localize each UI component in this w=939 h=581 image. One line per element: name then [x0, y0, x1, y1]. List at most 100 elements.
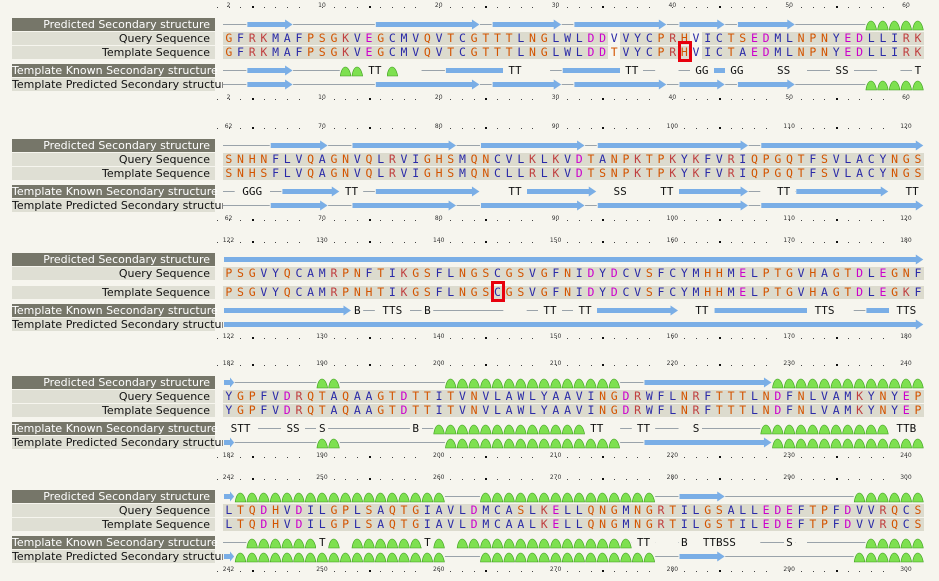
residue[interactable]: A	[552, 403, 560, 417]
residue[interactable]: F	[657, 285, 665, 299]
residue[interactable]: S	[225, 166, 233, 180]
residue[interactable]: L	[575, 31, 583, 45]
residue[interactable]: D	[400, 389, 408, 403]
residue[interactable]: H	[680, 45, 688, 59]
residue[interactable]: T	[610, 45, 618, 59]
residue[interactable]: R	[902, 31, 910, 45]
residue[interactable]: P	[762, 166, 770, 180]
residue[interactable]: L	[575, 45, 583, 59]
residue[interactable]: T	[774, 285, 782, 299]
residue[interactable]: T	[482, 45, 490, 59]
residue[interactable]: V	[692, 45, 700, 59]
residue[interactable]: N	[599, 517, 607, 531]
residue[interactable]: C	[867, 166, 875, 180]
residue[interactable]: G	[610, 403, 618, 417]
residue[interactable]: D	[295, 517, 303, 531]
residue[interactable]: H	[809, 285, 817, 299]
residue[interactable]: R	[529, 166, 536, 180]
residue[interactable]: V	[482, 389, 490, 403]
residue[interactable]: F	[365, 266, 373, 280]
residue[interactable]: G	[785, 285, 793, 299]
residue[interactable]: L	[750, 517, 758, 531]
residue[interactable]: M	[727, 285, 735, 299]
residue[interactable]: I	[587, 403, 595, 417]
residue[interactable]: I	[704, 31, 712, 45]
residue[interactable]: D	[283, 403, 291, 417]
residue[interactable]: G	[832, 285, 840, 299]
residue[interactable]: R	[634, 389, 642, 403]
residue[interactable]: Q	[423, 45, 431, 59]
residue[interactable]: S	[447, 152, 455, 166]
residue[interactable]: R	[330, 285, 338, 299]
residue[interactable]: N	[680, 403, 688, 417]
residue[interactable]: G	[330, 152, 338, 166]
residue[interactable]: D	[774, 403, 782, 417]
residue[interactable]: M	[482, 517, 490, 531]
residue[interactable]: K	[540, 517, 548, 531]
residue[interactable]: L	[750, 389, 758, 403]
residue[interactable]: A	[330, 403, 338, 417]
residue[interactable]: C	[622, 266, 630, 280]
residue[interactable]: A	[832, 403, 840, 417]
residue[interactable]: D	[856, 31, 864, 45]
residue[interactable]: L	[493, 389, 501, 403]
residue[interactable]: K	[914, 45, 922, 59]
residue[interactable]: Y	[832, 45, 840, 59]
residue[interactable]: S	[821, 152, 828, 166]
residue[interactable]: T	[809, 517, 817, 531]
residue[interactable]: A	[832, 389, 840, 403]
residue[interactable]: L	[564, 517, 572, 531]
residue[interactable]: S	[645, 266, 653, 280]
residue[interactable]: F	[260, 389, 268, 403]
residue[interactable]: E	[844, 45, 852, 59]
residue[interactable]: G	[330, 517, 338, 531]
residue[interactable]: M	[692, 285, 700, 299]
residue[interactable]: P	[762, 285, 770, 299]
residue[interactable]: D	[762, 45, 770, 59]
residue[interactable]: Y	[867, 389, 875, 403]
residue[interactable]: L	[575, 517, 583, 531]
residue[interactable]: L	[879, 45, 887, 59]
residue[interactable]: Y	[540, 389, 548, 403]
residue[interactable]: D	[587, 285, 595, 299]
residue[interactable]: Q	[891, 517, 899, 531]
residue[interactable]: L	[505, 166, 513, 180]
residue[interactable]: M	[318, 266, 326, 280]
residue[interactable]: M	[622, 503, 630, 517]
residue[interactable]: I	[435, 403, 443, 417]
residue[interactable]: D	[762, 31, 770, 45]
residue[interactable]: E	[750, 45, 758, 59]
residue[interactable]: A	[505, 389, 513, 403]
residue[interactable]: S	[482, 266, 490, 280]
residue[interactable]: L	[529, 517, 536, 531]
residue[interactable]: L	[750, 266, 758, 280]
residue[interactable]: G	[891, 285, 899, 299]
residue[interactable]: D	[856, 285, 864, 299]
residue[interactable]: L	[867, 285, 875, 299]
residue[interactable]: T	[774, 266, 782, 280]
residue[interactable]: R	[692, 403, 700, 417]
residue[interactable]: F	[785, 389, 793, 403]
residue[interactable]: Y	[680, 166, 688, 180]
residue[interactable]: G	[785, 266, 793, 280]
residue[interactable]: T	[447, 389, 455, 403]
residue[interactable]: G	[610, 503, 618, 517]
residue[interactable]: D	[774, 503, 782, 517]
residue[interactable]: W	[517, 403, 525, 417]
residue[interactable]: M	[844, 403, 852, 417]
residue[interactable]: Q	[307, 152, 315, 166]
residue[interactable]: D	[610, 285, 618, 299]
residue[interactable]: G	[774, 152, 782, 166]
residue[interactable]: M	[272, 45, 280, 59]
residue[interactable]: P	[248, 403, 256, 417]
residue[interactable]: K	[552, 166, 560, 180]
residue[interactable]: Q	[785, 152, 793, 166]
residue[interactable]: C	[715, 31, 723, 45]
residue[interactable]: G	[237, 389, 244, 403]
residue[interactable]: L	[517, 31, 525, 45]
residue[interactable]: L	[879, 31, 887, 45]
residue[interactable]: A	[353, 389, 361, 403]
residue[interactable]: C	[645, 31, 653, 45]
residue[interactable]: N	[599, 389, 607, 403]
residue[interactable]: N	[879, 403, 887, 417]
